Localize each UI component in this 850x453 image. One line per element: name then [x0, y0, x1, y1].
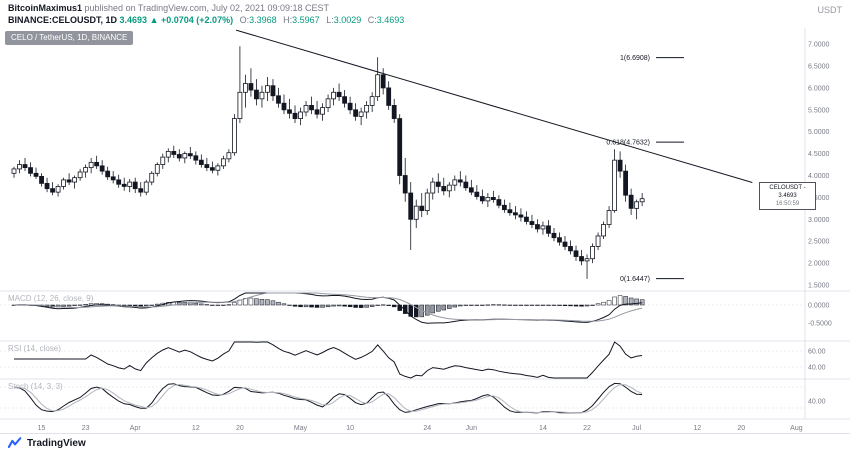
svg-text:1.5000: 1.5000: [808, 283, 830, 290]
price-countdown-label: CELOUSDT - 3.4693 16:50:59: [759, 182, 816, 210]
svg-text:40.00: 40.00: [808, 365, 826, 372]
close-value: C:3.4693: [367, 15, 405, 25]
fib-retracement: 1(6.6908) 0.618(4.7632) 0(1.6447): [606, 55, 684, 283]
quote-currency-label: USDT: [817, 5, 843, 15]
tradingview-logo-icon[interactable]: [8, 437, 22, 450]
published-text: published on TradingView.com, July 02, 2…: [82, 3, 330, 13]
svg-text:5.0000: 5.0000: [808, 129, 830, 136]
price-change: +0.0704 (+2.07%): [161, 15, 234, 25]
macd-pane[interactable]: [11, 292, 645, 324]
bar-countdown: 16:50:59: [775, 201, 800, 207]
svg-text:20: 20: [236, 425, 244, 432]
macd-pane-label[interactable]: MACD (12, 26, close, 9): [8, 294, 94, 303]
rsi-pane-label[interactable]: RSI (14, close): [8, 344, 61, 353]
footer-brand[interactable]: TradingView: [27, 438, 86, 449]
svg-text:0.618(4.7632): 0.618(4.7632): [606, 140, 650, 147]
publish-info: BitcoinMaximus1 published on TradingView…: [8, 3, 329, 13]
svg-text:20: 20: [737, 425, 745, 432]
price-flag-symbol-price: CELOUSDT - 3.4693: [769, 185, 806, 199]
svg-text:24: 24: [423, 425, 431, 432]
price-axis[interactable]: 7.0000 6.5000 6.0000 5.5000 5.0000 4.5000 4.00…: [808, 42, 832, 406]
svg-text:1(6.6908): 1(6.6908): [620, 55, 650, 62]
svg-text:4.5000: 4.5000: [808, 151, 830, 158]
svg-text:14: 14: [539, 425, 547, 432]
svg-text:0(1.6447): 0(1.6447): [620, 276, 650, 283]
svg-text:12: 12: [192, 425, 200, 432]
svg-text:6.5000: 6.5000: [808, 64, 830, 71]
change-arrow-icon: ▲: [149, 15, 159, 25]
gridlines: [0, 304, 805, 409]
symbol-legend[interactable]: CELO / TetherUS, 1D, BINANCE: [5, 31, 134, 45]
svg-text:23: 23: [82, 425, 90, 432]
last-price: 3.4693: [119, 15, 148, 25]
svg-text:3.5000: 3.5000: [808, 195, 830, 202]
svg-text:Jun: Jun: [466, 425, 477, 432]
svg-text:10: 10: [346, 425, 354, 432]
svg-text:0.0000: 0.0000: [808, 303, 830, 310]
chart-area[interactable]: 1(6.6908) 0.618(4.7632) 0(1.6447) 7.0000 6.5…: [0, 28, 850, 433]
symbol-title[interactable]: BINANCE:CELOUSDT, 1D: [8, 15, 118, 25]
svg-text:22: 22: [583, 425, 591, 432]
svg-text:60.00: 60.00: [808, 349, 826, 356]
svg-text:6.0000: 6.0000: [808, 85, 830, 92]
footer-bar: TradingView: [0, 433, 850, 453]
stoch-pane-label[interactable]: Stoch (14, 3, 3): [8, 382, 63, 391]
publish-header: BitcoinMaximus1 published on TradingView…: [0, 0, 850, 28]
stoch-pane[interactable]: [13, 382, 643, 414]
svg-text:12: 12: [693, 425, 701, 432]
author-name[interactable]: BitcoinMaximus1: [8, 3, 83, 13]
svg-text:4.0000: 4.0000: [808, 173, 830, 180]
svg-text:5.5000: 5.5000: [808, 107, 830, 114]
low-value: L:3.0029: [326, 15, 362, 25]
svg-text:Aug: Aug: [790, 425, 803, 432]
descending-trendline: [235, 29, 753, 183]
svg-text:Apr: Apr: [130, 425, 142, 432]
rsi-pane[interactable]: [14, 341, 643, 379]
svg-text:2.0000: 2.0000: [808, 261, 830, 268]
high-value: H:3.5967: [283, 15, 320, 25]
svg-text:May: May: [294, 425, 308, 432]
symbol-status-line: BINANCE:CELOUSDT, 1D 3.4693 ▲ +0.0704 (+…: [8, 15, 404, 25]
svg-text:7.0000: 7.0000: [808, 42, 830, 49]
pane-separators: [0, 28, 850, 420]
svg-text:15: 15: [38, 425, 46, 432]
time-axis[interactable]: 15 23 Apr 12 20 May 10 24 Jun 14 22 Jul 12 20 Aug: [38, 425, 803, 432]
svg-text:Jul: Jul: [632, 425, 641, 432]
svg-text:2.5000: 2.5000: [808, 239, 830, 246]
candles: [11, 46, 645, 279]
svg-text:-0.5000: -0.5000: [808, 321, 832, 328]
svg-text:40.00: 40.00: [808, 399, 826, 406]
svg-text:3.0000: 3.0000: [808, 217, 830, 224]
open-value: O:3.3968: [239, 15, 277, 25]
